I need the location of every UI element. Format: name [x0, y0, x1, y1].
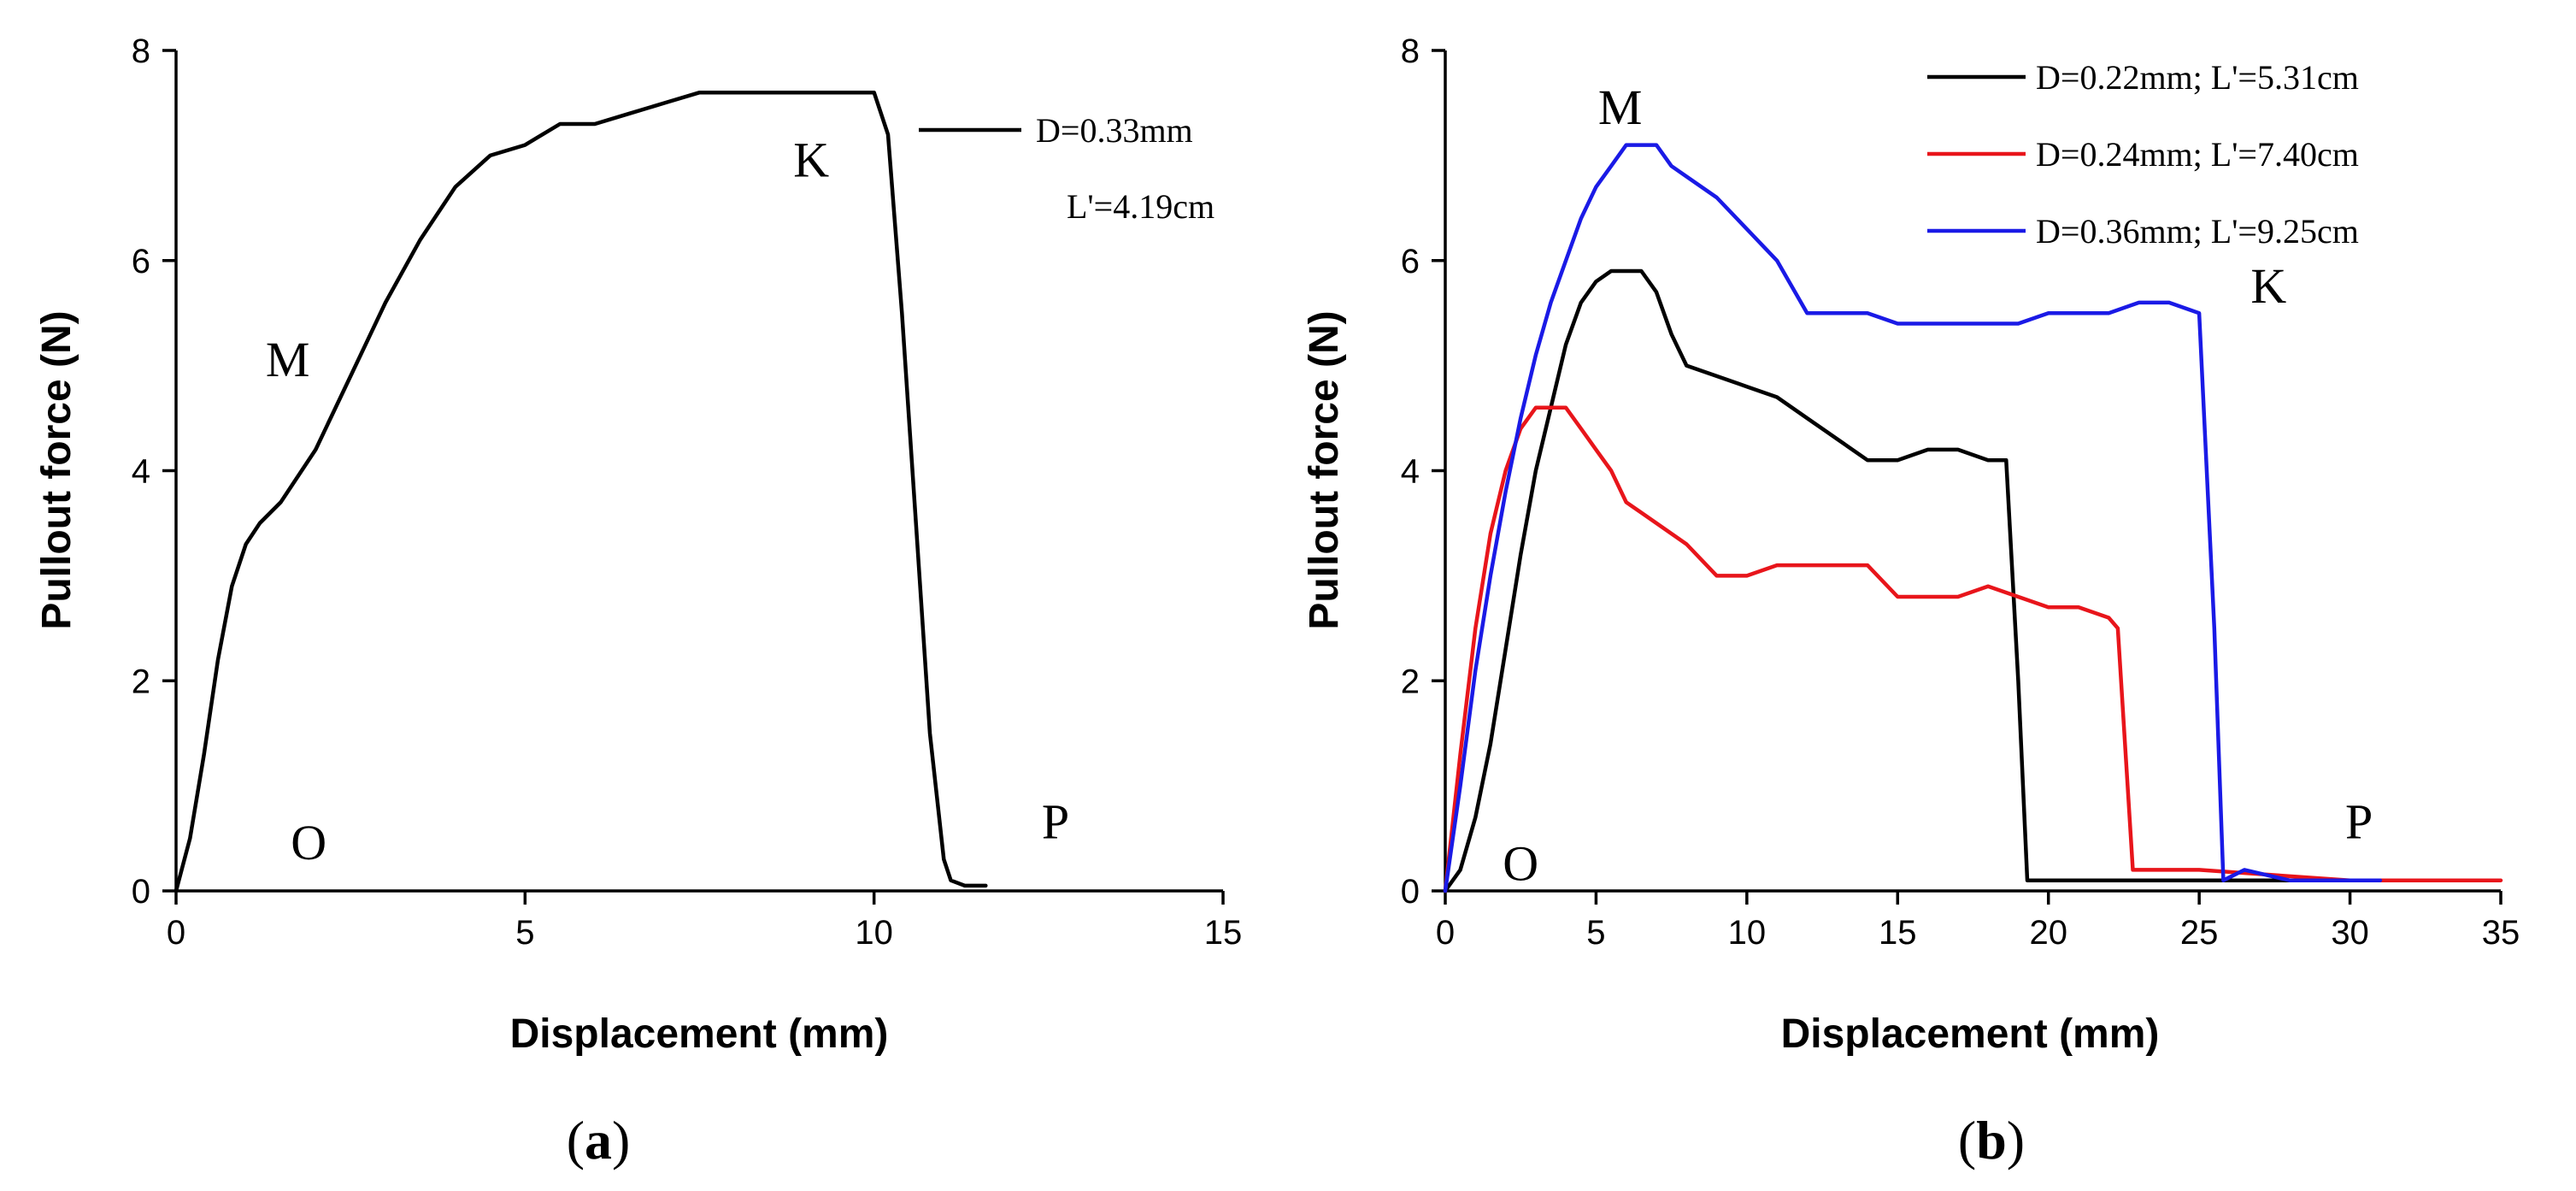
panel-b-annotations: M K O P	[1503, 80, 2373, 892]
panel-b-annotation-P: P	[2345, 794, 2373, 850]
panel-a-x-tick-label: 10	[855, 914, 893, 952]
panel-b-x-tick-label: 25	[2180, 914, 2219, 952]
panel-a-annotation-O: O	[291, 815, 326, 870]
panel-b-x-tick-label: 5	[1586, 914, 1605, 952]
panel-a-x-tick-label: 15	[1204, 914, 1243, 952]
panel-b-chart: 0 5 10 15 20 25 30 35 0 2 4 6 8 M K O P D=0.22mm; L'=5.…	[1302, 32, 2520, 1170]
panel-b-legend-label-2: D=0.36mm; L'=9.25cm	[2036, 212, 2359, 251]
panel-b-legend-label-1: D=0.24mm; L'=7.40cm	[2036, 135, 2359, 174]
panel-a-annotations: M K O P	[266, 132, 1069, 870]
panel-a-ticks: 0 5 10 15 0 2 4 6 8	[132, 32, 1243, 952]
panel-a-y-tick-label: 6	[132, 243, 150, 280]
panel-a-label-letter: a	[585, 1110, 612, 1170]
panel-b-x-axis-title: Displacement (mm)	[1781, 1011, 2160, 1057]
panel-a-label: (a)	[567, 1110, 631, 1170]
panel-b-ticks: 0 5 10 15 20 25 30 35 0 2 4 6 8	[1401, 32, 2520, 952]
panel-a-y-tick-label: 8	[132, 32, 150, 70]
panel-b-label: (b)	[1958, 1110, 2025, 1170]
panel-a-series-0-line	[173, 90, 988, 893]
panel-b-x-tick-label: 20	[2029, 914, 2067, 952]
panel-b-series-group	[1443, 143, 2503, 893]
panel-b-label-letter: b	[1976, 1110, 2007, 1170]
panel-a-x-tick-label: 5	[515, 914, 534, 952]
panel-b-annotation-O: O	[1503, 836, 1538, 892]
panel-b-x-tick-label: 10	[1728, 914, 1767, 952]
panel-a-y-tick-label: 4	[132, 453, 150, 491]
panel-a-y-tick-label: 0	[132, 873, 150, 911]
panel-a-x-axis-title: Displacement (mm)	[510, 1011, 889, 1057]
panel-b-series-0-line	[1443, 268, 2413, 893]
panel-b-y-tick-label: 2	[1401, 663, 1420, 700]
panel-a-annotation-K: K	[793, 132, 829, 187]
panel-b-x-tick-label: 0	[1436, 914, 1455, 952]
panel-a-x-tick-label: 0	[167, 914, 185, 952]
panel-a-annotation-M: M	[266, 332, 310, 387]
panel-b-y-tick-label: 8	[1401, 32, 1420, 70]
panel-b-y-tick-label: 6	[1401, 243, 1420, 280]
panel-b-x-tick-label: 15	[1879, 914, 1917, 952]
panel-a-y-tick-label: 2	[132, 663, 150, 700]
panel-a-chart: 0 5 10 15 0 2 4 6 8 M K O P D=0.33mm L'=4.19cm Disp…	[34, 32, 1242, 1170]
panel-b-y-axis-title: Pullout force (N)	[1302, 310, 1347, 629]
panel-a-annotation-P: P	[1042, 794, 1069, 850]
panel-a-series-group	[173, 90, 988, 893]
panel-b-series-1-line	[1443, 405, 2503, 893]
panel-b-y-tick-label: 0	[1401, 873, 1420, 911]
panel-b-annotation-M: M	[1598, 80, 1643, 135]
panel-a-y-axis-title: Pullout force (N)	[34, 310, 79, 629]
panel-b-series-2-line	[1443, 143, 2383, 893]
panel-b-legend-label-0: D=0.22mm; L'=5.31cm	[2036, 58, 2359, 97]
panel-a-legend-line1: D=0.33mm	[1036, 111, 1193, 150]
panel-b-legend: D=0.22mm; L'=5.31cm D=0.24mm; L'=7.40cm D=…	[1927, 58, 2359, 251]
panel-b-x-tick-label: 30	[2331, 914, 2369, 952]
panel-b-x-tick-label: 35	[2482, 914, 2520, 952]
panel-a-legend-line2: L'=4.19cm	[1067, 187, 1214, 226]
panel-b-y-tick-label: 4	[1401, 453, 1420, 491]
panel-b-annotation-K: K	[2250, 258, 2286, 314]
